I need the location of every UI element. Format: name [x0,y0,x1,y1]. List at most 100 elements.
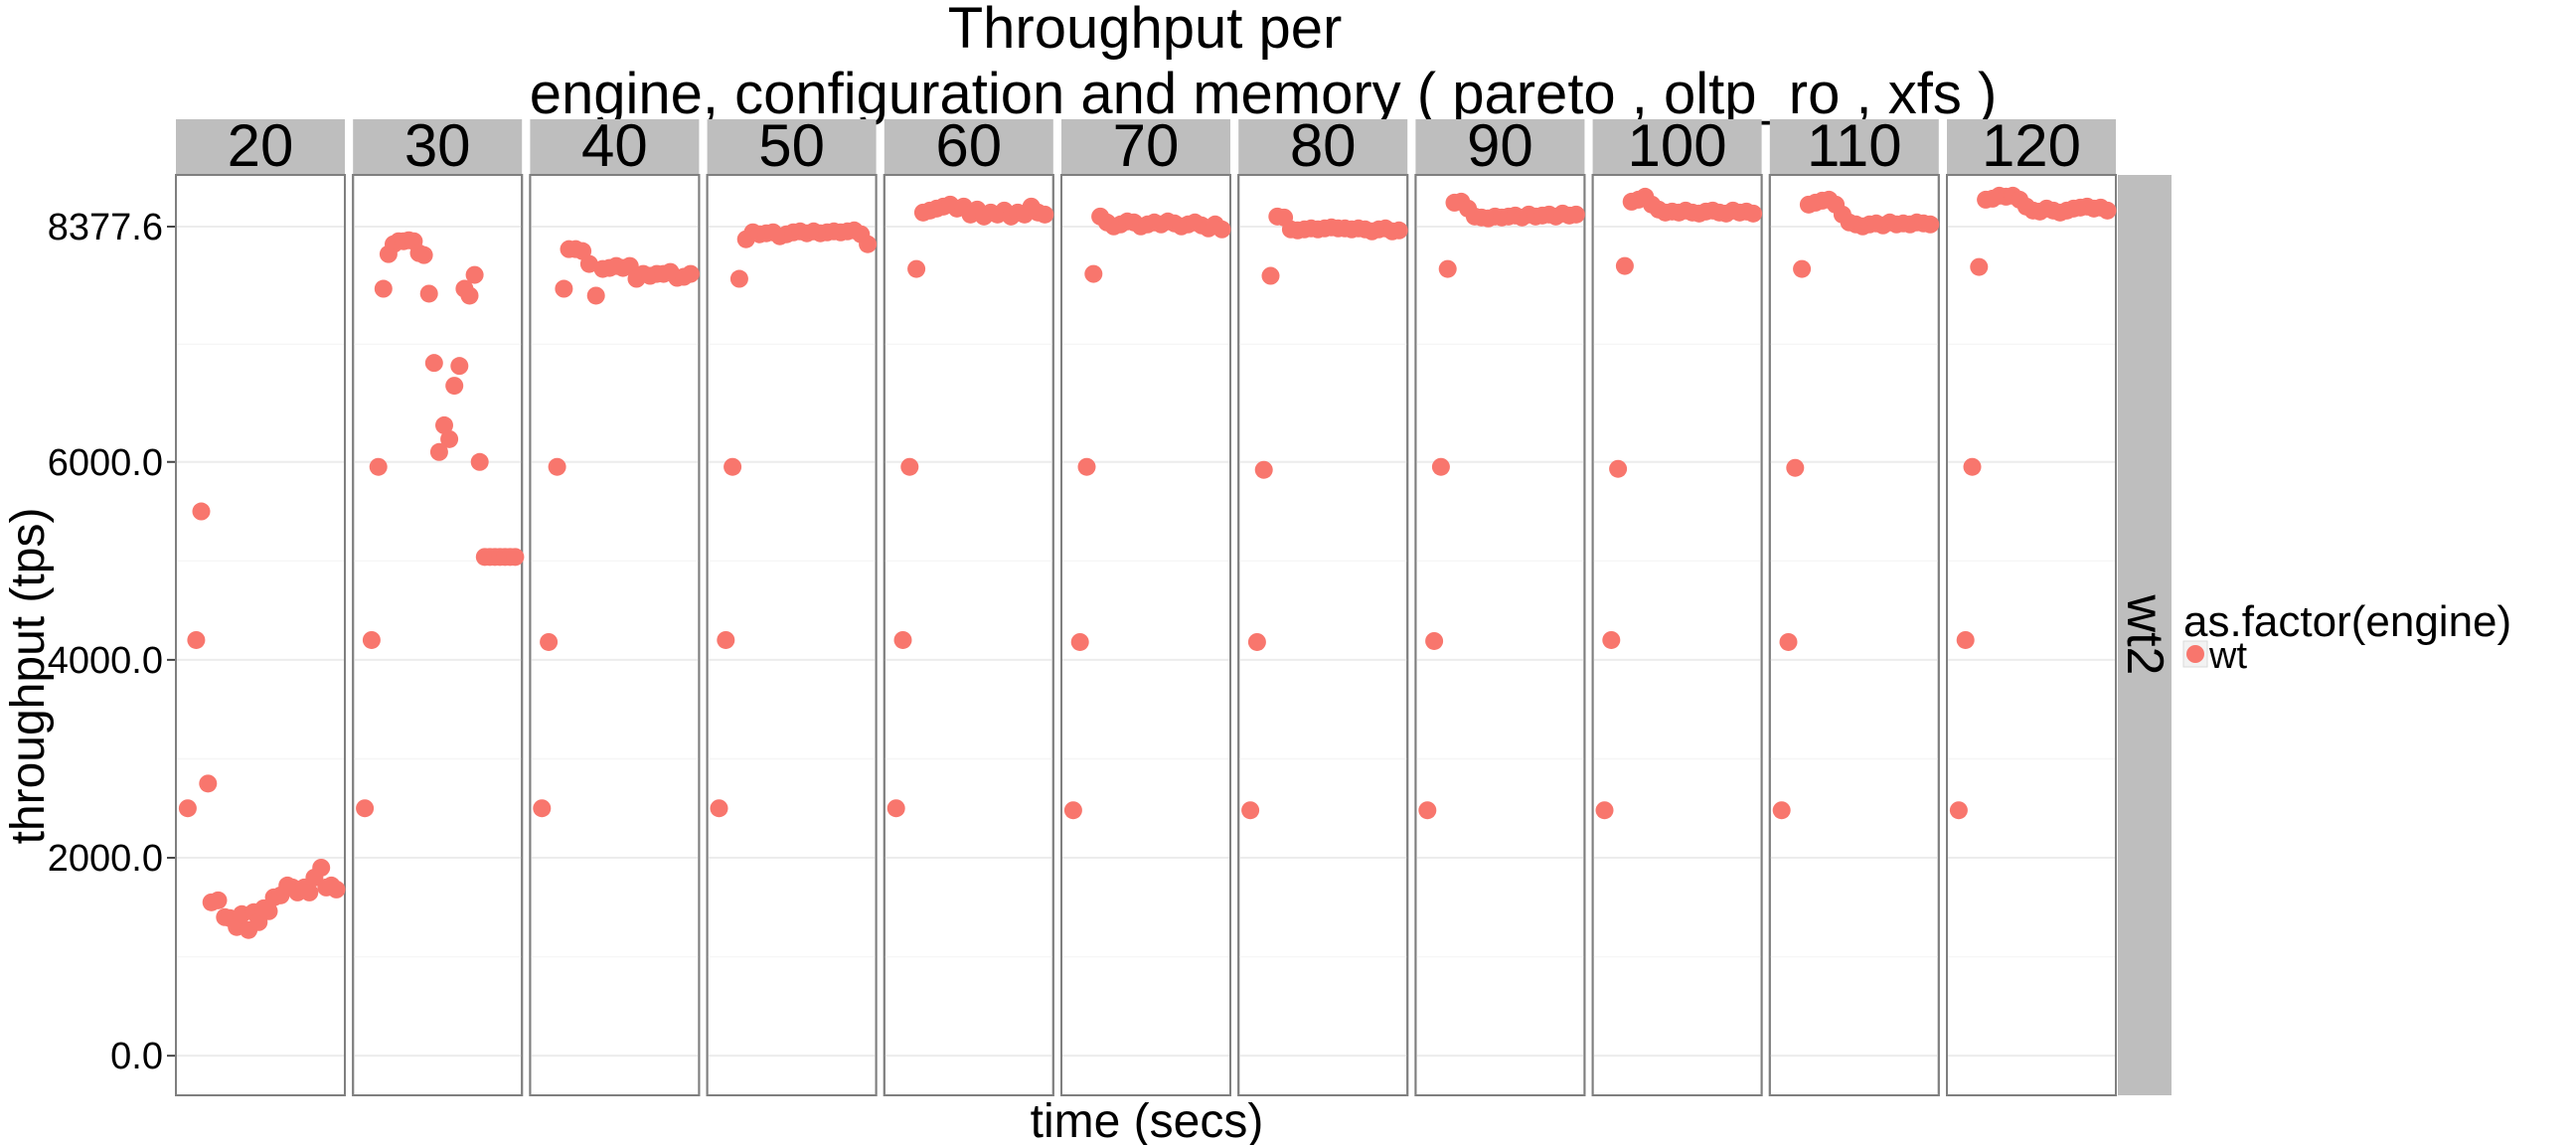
data-point [1566,205,1585,224]
facet-panel-120 [1946,174,2117,1096]
facet-strip-label: 70 [1113,112,1180,179]
facet-60: 60 [883,112,1054,1096]
data-point [445,377,464,396]
legend-title: as.factor(engine) [2183,597,2511,646]
data-point [199,774,218,793]
data-point [1254,460,1273,479]
data-point [907,259,926,278]
legend-label: wt [2208,635,2247,677]
data-point [435,415,453,434]
data-point [465,265,484,284]
facet-strip-label: 110 [1807,112,1902,179]
facet-strip-label: 20 [228,112,294,179]
data-point [440,429,459,448]
data-point [1418,801,1437,820]
data-point [1438,259,1457,278]
data-point [192,502,211,521]
y-tick-label: 6000.0 [48,442,163,484]
facet-strip-50 [707,119,877,175]
facet-strip-40 [530,119,700,175]
row-strip-background [2118,175,2172,1095]
facet-panels: 20 30 40 50 60 70 80 90 100 110 120 [175,112,2117,1096]
data-point [369,457,388,476]
facet-strip-label: 40 [581,112,648,179]
facet-strip-label: 30 [404,112,471,179]
facet-border [1768,174,1940,1096]
facet-strip-60 [884,119,1053,175]
facet-panel-40 [529,174,701,1096]
data-point [429,442,448,461]
data-point [2098,201,2117,220]
data-point [1036,205,1054,224]
facet-strip-20 [176,119,345,175]
x-axis-title: time (secs) [1031,1095,1264,1145]
data-point [327,880,346,899]
data-point [1772,801,1791,820]
facet-panel-90 [1414,174,1586,1096]
data-point [1389,221,1408,240]
facet-40: 40 [529,112,701,1096]
facet-border [529,174,701,1096]
data-point [729,269,748,288]
y-tick-label: 2000.0 [48,838,163,880]
y-tick-label: 0.0 [110,1036,163,1077]
data-point [312,858,331,877]
data-point [1921,215,1940,234]
facet-strip-label: 50 [758,112,825,179]
data-point [1779,632,1798,651]
facet-strip-label: 100 [1628,112,1727,179]
facet-110: 110 [1768,112,1940,1096]
row-strip: wt2 [2116,175,2174,1095]
data-point [414,245,433,264]
data-point [1786,458,1805,477]
data-point [859,235,878,253]
data-point [1609,459,1628,478]
facet-strip-80 [1238,119,1408,175]
data-point [178,799,197,818]
data-point [419,284,438,303]
facet-100: 100 [1591,112,1763,1096]
data-point [900,457,919,476]
facet-strip-label: 60 [935,112,1002,179]
facet-border [175,174,346,1096]
facet-strip-label: 90 [1467,112,1533,179]
data-point [356,799,375,818]
facet-border [1946,174,2117,1096]
data-point [710,799,728,818]
data-point [187,630,206,649]
y-axis-title: throughput (tps) [2,508,55,845]
chart-title-line-1: Throughput per [948,0,1343,61]
data-point [1615,256,1634,275]
data-point [362,630,381,649]
data-point [681,264,700,283]
data-point [1949,801,1968,820]
legend: as.factor(engine)wt [2182,597,2511,677]
data-point [586,286,605,305]
facet-strip-110 [1769,119,1939,175]
data-point [1956,630,1975,649]
data-point [1070,632,1089,651]
facet-strip-label: 80 [1290,112,1357,179]
data-point [1425,631,1444,650]
data-point [374,279,393,298]
facet-border [1591,174,1763,1096]
data-point [1084,264,1103,283]
facet-80: 80 [1237,112,1409,1096]
data-point [533,799,552,818]
data-point [724,457,742,476]
y-tick-label: 8377.6 [48,207,163,248]
facet-border [706,174,878,1096]
facet-strip-90 [1415,119,1585,175]
facet-strip-30 [353,119,523,175]
facet-border [1414,174,1586,1096]
data-point [1744,204,1763,223]
facet-border [1060,174,1231,1096]
facet-strip-120 [1947,119,2116,175]
data-point [548,457,566,476]
facet-strip-70 [1061,119,1230,175]
data-point [424,354,443,373]
data-point [1247,632,1266,651]
facet-strip-label: 120 [1982,112,2081,179]
facet-panel-50 [706,174,878,1096]
facet-120: 120 [1946,112,2117,1096]
